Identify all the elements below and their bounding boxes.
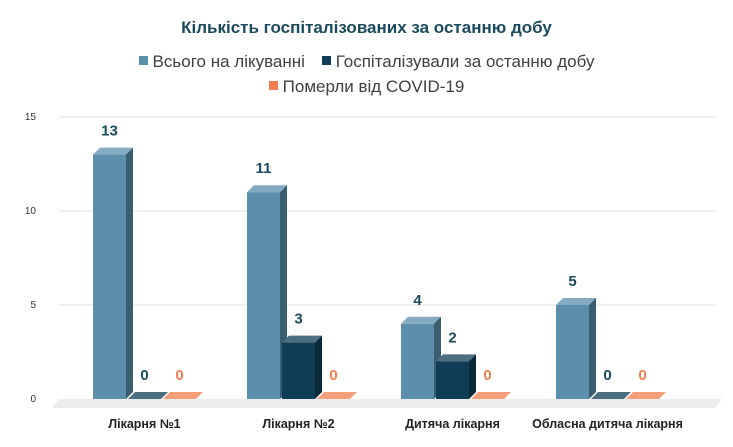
bar-top-face <box>317 392 357 399</box>
bar-top-face <box>128 392 168 399</box>
bar-top-face <box>436 354 476 362</box>
legend-label-hospitalized: Госпіталізували за останню добу <box>335 52 595 71</box>
bar-value-label: 0 <box>175 367 183 384</box>
bar-front-face <box>93 154 126 399</box>
chart-floor <box>52 399 722 408</box>
y-tick-label: 15 <box>25 112 37 123</box>
bar-side-face <box>126 147 133 399</box>
bar-value-label: 11 <box>256 160 272 177</box>
legend-label-total: Всього на лікуванні <box>152 52 305 71</box>
legend-swatch-hospitalized <box>321 56 331 65</box>
bar <box>282 335 322 399</box>
bar-value-label: 4 <box>413 292 422 309</box>
bar-value-label: 13 <box>101 123 118 140</box>
legend-swatch-total <box>138 56 148 65</box>
legend-item-hospitalized: Госпіталізували за останню добу <box>321 52 595 72</box>
bar-side-face <box>315 335 322 399</box>
bar-front-face <box>556 305 589 399</box>
bar-front-face <box>247 192 280 399</box>
bar <box>128 392 168 399</box>
bar-front-face <box>401 323 434 399</box>
x-category-label: Обласна дитяча лікарня <box>532 417 683 431</box>
bar <box>401 316 441 399</box>
y-tick-label: 5 <box>30 300 36 311</box>
bar-side-face <box>469 354 476 399</box>
bar-value-label: 0 <box>329 367 337 384</box>
bar-top-face <box>282 335 322 343</box>
legend-item-total: Всього на лікуванні <box>138 52 305 72</box>
bar <box>163 392 203 399</box>
bar-top-face <box>591 392 631 399</box>
chart-title: Кількість госпіталізованих за останню до… <box>181 18 552 37</box>
bar-top-face <box>556 298 596 305</box>
bar-value-label: 0 <box>638 367 646 384</box>
legend: Всього на лікуванні Госпіталізували за о… <box>0 52 733 72</box>
legend-swatch-deaths <box>268 81 278 90</box>
bar-top-face <box>247 185 287 193</box>
bar-front-face <box>436 361 469 399</box>
bar-value-label: 0 <box>140 367 148 384</box>
bar-front-face <box>282 342 315 399</box>
bar-value-label: 0 <box>603 367 611 384</box>
x-category-label: Лікарня №2 <box>262 417 334 431</box>
bar <box>626 392 666 399</box>
bar-top-face <box>401 316 441 324</box>
legend-row-2: Померли від COVID-19 <box>0 77 733 97</box>
x-category-label: Дитяча лікарня <box>405 417 500 431</box>
bar-top-face <box>163 392 203 399</box>
y-tick-label: 0 <box>30 394 36 405</box>
bar <box>591 392 631 399</box>
bar-value-label: 5 <box>568 273 576 290</box>
bar-top-face <box>93 147 133 155</box>
bar <box>471 392 511 399</box>
legend-item-deaths: Померли від COVID-19 <box>268 77 465 97</box>
bar-top-face <box>471 392 511 399</box>
bar-value-label: 3 <box>294 311 302 328</box>
bar <box>317 392 357 399</box>
x-category-label: Лікарня №1 <box>108 417 180 431</box>
bar-top-face <box>626 392 666 399</box>
bar <box>436 354 476 399</box>
bar-side-face <box>589 298 596 399</box>
bar-value-label: 0 <box>483 367 491 384</box>
bar <box>556 298 596 399</box>
bar-value-label: 2 <box>448 329 456 346</box>
bar <box>93 147 133 399</box>
legend-label-deaths: Померли від COVID-19 <box>282 77 465 96</box>
y-tick-label: 10 <box>25 206 37 217</box>
bar <box>247 185 287 399</box>
